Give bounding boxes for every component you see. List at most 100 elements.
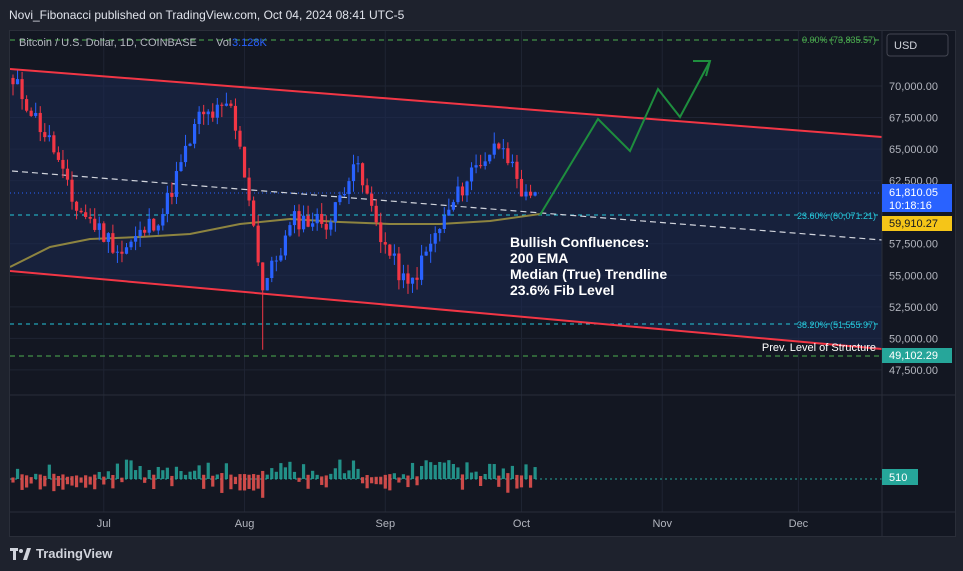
vol-label: Vol: [216, 37, 231, 49]
candle-body: [270, 260, 274, 279]
candle-body: [238, 130, 242, 147]
candle-body: [288, 225, 292, 236]
volume-bar: [183, 474, 188, 479]
volume-bar: [528, 475, 533, 488]
candle-body: [34, 112, 38, 116]
candle-body: [252, 200, 256, 226]
volume-bar: [170, 475, 174, 487]
volume-bar: [510, 465, 514, 479]
candle-body: [43, 132, 47, 138]
candle-body: [165, 192, 169, 215]
volume-bar: [220, 473, 224, 493]
candle-body: [197, 111, 201, 125]
volume-bar: [383, 474, 387, 489]
volume-bar: [115, 463, 120, 479]
volume-bar: [488, 463, 492, 479]
volume-bar: [34, 473, 38, 479]
price-tick-2: 65,000.00: [889, 144, 938, 156]
volume-group: [11, 459, 537, 498]
candle-body: [320, 213, 324, 224]
volume-bar: [501, 468, 505, 479]
currency-button[interactable]: [886, 33, 949, 57]
candle-body: [329, 221, 333, 230]
structure-price-value: 49,102.29: [889, 350, 938, 362]
candle-body: [52, 135, 56, 153]
price-tick-6: 52,500.00: [889, 302, 938, 314]
candle-body: [147, 218, 151, 233]
candle-body: [415, 277, 419, 280]
chart-panel[interactable]: Bitcoin / U.S. Dollar, 1D, COINBASE Vol …: [9, 30, 956, 537]
volume-bar: [297, 477, 301, 482]
volume-bar: [15, 468, 20, 479]
volume-bar: [356, 468, 360, 479]
candle-body: [152, 218, 156, 231]
volume-bar: [438, 461, 442, 479]
candles-group: [11, 70, 537, 350]
candle-body: [193, 124, 197, 144]
candle-body: [115, 251, 120, 253]
price-tick-8: 47,500.00: [889, 365, 938, 377]
candle-body: [202, 111, 206, 115]
volume-bar: [424, 460, 428, 479]
volume-bar: [247, 474, 251, 489]
volume-bar: [388, 474, 392, 491]
volume-bar: [252, 474, 256, 491]
volume-bar: [206, 462, 210, 479]
volume-bar: [111, 474, 115, 489]
confluence-trendline: Median (True) Trendline: [510, 266, 667, 282]
candle-body: [279, 255, 283, 261]
candle-body: [20, 79, 24, 100]
candle-body: [510, 161, 514, 164]
volume-bar: [288, 461, 292, 479]
price-tick-7: 50,000.00: [889, 333, 938, 345]
confluence-title: Bullish Confluences:: [510, 234, 649, 250]
volume-bar: [306, 474, 310, 489]
candle-body: [388, 244, 392, 256]
volume-value: 510: [889, 472, 907, 484]
time-tick-0: Jul: [97, 518, 111, 530]
volume-bar: [397, 477, 401, 483]
candle-body: [438, 229, 442, 234]
price-tick-4: 57,500.00: [889, 239, 938, 251]
projection-arrowhead: [693, 60, 712, 77]
candle-body: [29, 110, 33, 116]
volume-bar: [506, 473, 510, 493]
candle-body: [56, 152, 60, 160]
volume-bar: [215, 474, 219, 479]
volume-bar: [152, 474, 156, 490]
volume-bar: [256, 474, 260, 489]
volume-bar: [365, 475, 369, 489]
candle-body: [479, 165, 483, 167]
ema-price-tag: [882, 216, 952, 231]
candle-body: [61, 159, 65, 169]
candle-body: [261, 262, 265, 291]
volume-bar: [460, 474, 465, 490]
candle-body: [138, 229, 142, 236]
volume-bar: [474, 471, 478, 479]
candle-body: [215, 104, 219, 118]
tradingview-brand[interactable]: TradingView: [10, 546, 112, 561]
volume-bar: [242, 474, 247, 491]
fib-382-label: 38.20% (51,555.97): [797, 320, 876, 330]
candle-body: [70, 179, 74, 202]
candle-body: [460, 186, 465, 196]
time-tick-3: Oct: [513, 518, 530, 530]
chart-svg[interactable]: Bitcoin / U.S. Dollar, 1D, COINBASE Vol …: [9, 31, 955, 536]
volume-bar: [106, 471, 110, 479]
candle-body: [519, 178, 524, 197]
candle-body: [447, 209, 451, 216]
candle-body: [256, 225, 260, 263]
candle-body: [106, 233, 110, 242]
candle-body: [124, 247, 129, 254]
ema-200-line: [9, 213, 541, 268]
candle-body: [324, 223, 328, 230]
candle-body: [65, 168, 70, 180]
volume-bar: [342, 473, 347, 479]
candle-body: [356, 163, 360, 165]
candle-body: [79, 210, 83, 213]
prev-structure-label: Prev. Level of Structure: [762, 342, 876, 354]
volume-bar: [129, 460, 133, 479]
volume-bar: [147, 469, 151, 479]
candle-body: [383, 242, 387, 245]
volume-bar: [360, 477, 365, 484]
